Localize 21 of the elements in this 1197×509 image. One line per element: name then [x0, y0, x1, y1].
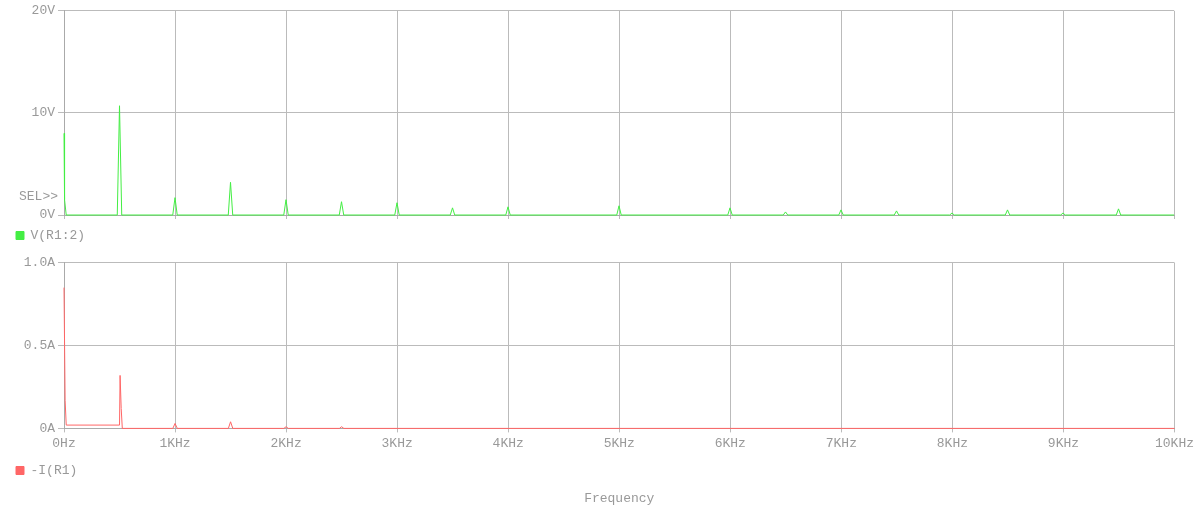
x-axis-title: Frequency: [584, 490, 655, 506]
x-tick-label: 5KHz: [603, 435, 635, 451]
y-tick-label: 0V: [39, 207, 56, 223]
y-tick-label: 1.0A: [23, 255, 56, 271]
legend-label: -I(R1): [30, 462, 78, 478]
x-tick-label: 0Hz: [52, 435, 76, 451]
x-tick-label: 6KHz: [714, 435, 746, 451]
x-tick-label: 4KHz: [492, 435, 524, 451]
y-tick-label: 10V: [31, 105, 56, 121]
x-tick-label: 7KHz: [825, 435, 857, 451]
text: SEL>>: [18, 189, 59, 205]
x-tick-label: 1KHz: [159, 435, 191, 451]
y-tick-label: 0A: [39, 420, 56, 436]
x-tick-label: 9KHz: [1047, 435, 1080, 451]
y-tick-label: 20V: [31, 3, 56, 19]
x-tick-label: 10KHz: [1154, 435, 1194, 451]
x-tick-label: 8KHz: [936, 435, 969, 451]
x-tick-label: 2KHz: [270, 435, 302, 451]
y-tick-label: 0.5A: [23, 338, 56, 354]
x-tick-label: 3KHz: [381, 435, 413, 451]
legend-label: V(R1:2): [30, 227, 86, 243]
